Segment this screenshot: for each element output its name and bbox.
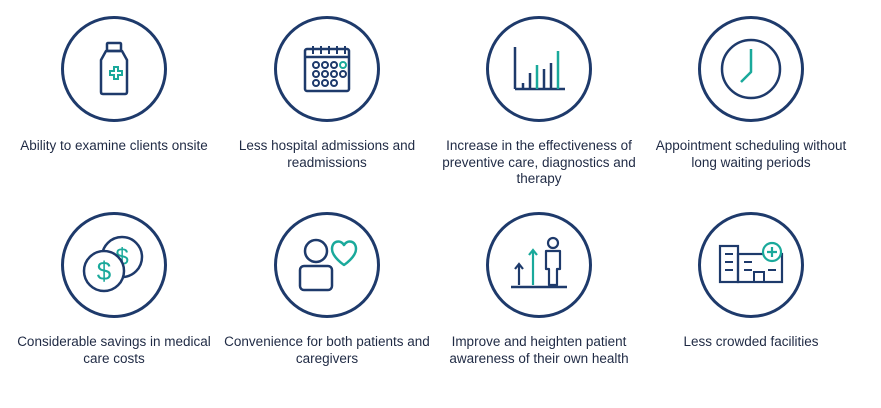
benefit-label: Less crowded facilities [683, 334, 819, 349]
benefit-label: Ability to examine clients onsite [20, 138, 208, 153]
benefit-label: Convenience for both patients and caregi… [224, 334, 430, 366]
benefit-awareness: Improve and heighten patient awareness o… [434, 212, 644, 367]
benefit-onsite-exam: Ability to examine clients onsite [9, 16, 219, 155]
person-growth-arrows-icon [511, 236, 567, 289]
icon-circle [698, 16, 804, 122]
person-heart-icon [298, 238, 358, 292]
calendar-icon [303, 46, 351, 93]
benefit-convenience: Convenience for both patients and caregi… [222, 212, 432, 367]
benefit-label: Improve and heighten patient awareness o… [449, 334, 629, 366]
bar-chart-icon [513, 47, 565, 91]
benefit-label: Appointment scheduling without long wait… [655, 138, 847, 170]
benefit-label: Considerable savings in medical care cos… [17, 334, 211, 366]
benefit-preventive-care: Increase in the effectiveness of prevent… [434, 16, 644, 188]
benefit-appointment: Appointment scheduling without long wait… [646, 16, 856, 171]
benefit-less-admissions: Less hospital admissions and readmission… [222, 16, 432, 171]
benefit-label: Increase in the effectiveness of prevent… [442, 138, 636, 186]
icon-circle [274, 16, 380, 122]
coins-dollar-icon: $ $ [82, 235, 144, 293]
hospital-building-icon [718, 241, 784, 284]
benefit-savings: $ $ Considerable savings in medical care… [9, 212, 219, 367]
clock-icon [720, 38, 782, 100]
icon-circle [698, 212, 804, 318]
benefit-label: Less hospital admissions and readmission… [238, 138, 416, 170]
icon-circle [486, 212, 592, 318]
benefit-less-crowded: Less crowded facilities [646, 212, 856, 351]
medicine-bottle-icon [99, 41, 129, 96]
icon-circle [274, 212, 380, 318]
icon-circle: $ $ [61, 212, 167, 318]
icon-circle [61, 16, 167, 122]
svg-text:$: $ [97, 256, 112, 286]
icon-circle [486, 16, 592, 122]
